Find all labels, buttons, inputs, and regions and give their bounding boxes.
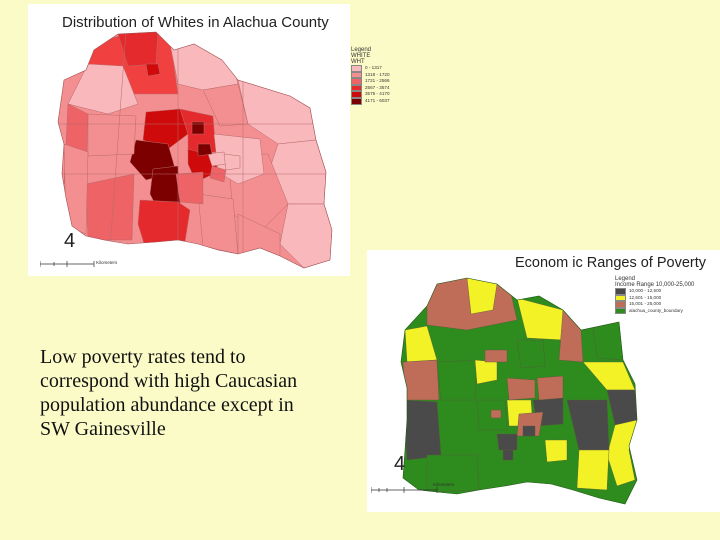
legend-heading: Legend — [615, 276, 636, 282]
legend-field: Income Range 10,000-25,000 — [615, 282, 695, 288]
poverty-ranges-map: Econom ic Ranges of Poverty — [367, 250, 720, 512]
north-arrow-icon: 4 — [64, 230, 76, 252]
legend-entry: 0 - 1317 — [351, 65, 390, 72]
poverty-choropleth — [400, 277, 638, 505]
legend-swatch — [615, 294, 626, 302]
map2-scale-bar: Kilometers — [371, 482, 454, 494]
caption-text: Low poverty rates tend to correspond wit… — [40, 345, 370, 441]
scale-unit-label: Kilometers — [433, 482, 455, 487]
map1-title: Distribution of Whites in Alachua County — [62, 14, 329, 31]
north-arrow-icon: 4 — [394, 453, 406, 475]
scale-unit-label: Kilometers — [96, 260, 118, 265]
legend-entry: 12,501 - 15,000 — [615, 295, 694, 302]
legend-entry: 3575 - 4170 — [351, 91, 390, 98]
legend-swatch — [351, 84, 362, 92]
legend-entry: 2567 - 3574 — [351, 85, 390, 92]
legend-entry: alachua_county_boundary — [615, 308, 694, 315]
legend-field: WHITE — [351, 53, 371, 59]
legend-entry: 1318 - 1720 — [351, 72, 390, 79]
legend-heading: Legend — [351, 47, 372, 53]
legend-swatch — [615, 288, 626, 295]
caption-line: population abundance except in — [40, 394, 294, 416]
caption-line: Low poverty rates tend to — [40, 346, 246, 368]
map1-legend: Legend WHITE WHT 0 - 1317 1318 - 1720 17… — [351, 47, 390, 105]
map1-scale-bar: Kilometers — [40, 260, 117, 268]
whites-distribution-map: Distribution of Whites in Alachua County — [28, 4, 390, 276]
legend-swatch — [615, 307, 626, 315]
map2-title: Econom ic Ranges of Poverty — [515, 255, 707, 271]
whites-choropleth — [57, 31, 333, 269]
legend-swatch — [351, 65, 362, 72]
legend-entry: 4171 - 6037 — [351, 98, 390, 105]
legend-entry: 1721 - 2566 — [351, 78, 390, 85]
legend-swatch — [351, 71, 362, 79]
legend-entry: 10,000 - 12,500 — [615, 288, 694, 295]
legend-swatch — [615, 301, 626, 308]
map2-legend: Legend Income Range 10,000-25,000 10,000… — [615, 276, 695, 315]
legend-swatch — [351, 91, 362, 98]
legend-subfield: WHT — [351, 59, 365, 65]
legend-swatch — [351, 98, 362, 105]
caption-line: SW Gainesville — [40, 418, 166, 440]
legend-entry: 15,001 - 25,000 — [615, 301, 694, 308]
caption-line: correspond with high Caucasian — [40, 370, 298, 392]
legend-swatch — [351, 78, 362, 85]
